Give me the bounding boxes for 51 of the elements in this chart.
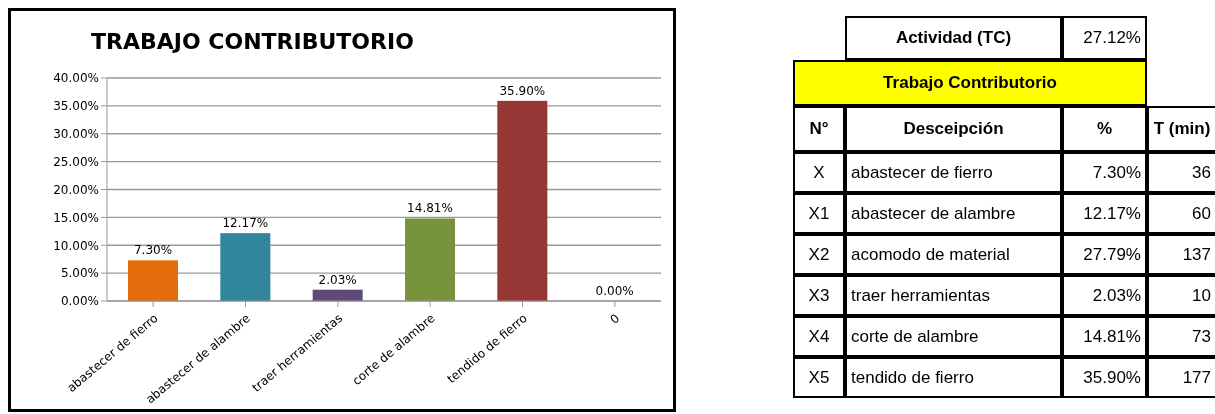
text: X3: [808, 285, 830, 306]
text: 60: [1192, 203, 1211, 224]
text: 14.81%: [1083, 326, 1141, 347]
y-tick-label: 5.00%: [60, 266, 99, 281]
text: 137: [1182, 244, 1211, 265]
text: traer herramientas: [851, 285, 990, 306]
text: 7.30%: [1092, 162, 1141, 183]
data-label: 7.30%: [133, 243, 173, 258]
text: corte de alambre: [851, 326, 979, 347]
text: 35.90%: [1083, 367, 1141, 388]
text: X2: [808, 244, 830, 265]
y-tick-label: 10.00%: [53, 238, 99, 253]
text: X: [813, 162, 825, 183]
text: 2.03%: [1092, 285, 1141, 306]
y-tick-label: 15.00%: [53, 210, 99, 225]
text: 73: [1192, 326, 1211, 347]
text: T (min): [1153, 119, 1211, 139]
chart-title: TRABAJO CONTRIBUTORIO: [91, 29, 414, 54]
x-tick-label: 0: [607, 311, 623, 327]
bar: [405, 218, 455, 301]
text: Trabajo Contributorio: [883, 73, 1057, 93]
text: %: [1096, 119, 1113, 139]
data-label: 14.81%: [407, 201, 453, 216]
text: 10: [1192, 285, 1211, 306]
y-tick-label: 35.00%: [53, 99, 99, 114]
text: Actividad (TC): [895, 28, 1012, 48]
text: acomodo de material: [851, 244, 1010, 265]
data-label: 2.03%: [318, 272, 357, 287]
text: 12.17%: [1083, 203, 1141, 224]
text: X5: [808, 367, 830, 388]
text: Desceipción: [903, 119, 1004, 139]
text: 27.79%: [1083, 244, 1141, 265]
text: N°: [809, 119, 829, 139]
text: 177: [1182, 367, 1211, 388]
y-tick-label: 40.00%: [53, 71, 99, 86]
y-tick-label: 30.00%: [53, 127, 99, 142]
text: 27.12%: [1083, 28, 1141, 48]
text: 36: [1192, 162, 1211, 183]
text: X1: [808, 203, 830, 224]
bar: [220, 233, 271, 301]
data-label: 0.00%: [595, 284, 634, 298]
y-tick-label: 0.00%: [60, 294, 99, 309]
text: abastecer de alambre: [851, 203, 1016, 224]
data-label: 35.90%: [499, 83, 546, 98]
text: abastecer de fierro: [851, 162, 993, 183]
y-tick-label: 20.00%: [53, 182, 99, 197]
bar: [128, 260, 178, 301]
bar: [497, 100, 548, 301]
text: X4: [808, 326, 830, 347]
data-label: 12.17%: [222, 216, 269, 231]
y-tick-label: 25.00%: [53, 154, 99, 169]
